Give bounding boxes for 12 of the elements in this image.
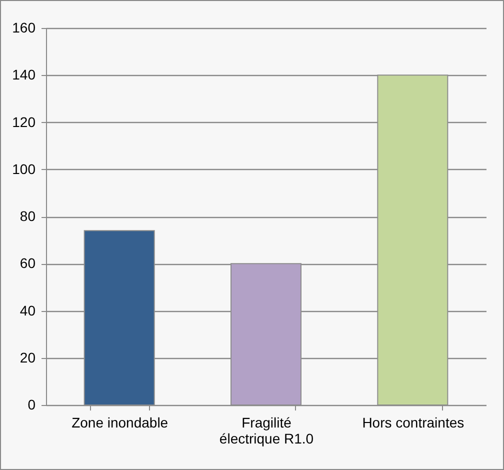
x-tick-label: Zone inondable — [72, 414, 168, 430]
y-tick-label: 20 — [20, 349, 36, 366]
y-tick-label: 80 — [20, 208, 36, 224]
y-tick-label: 0 — [28, 396, 36, 412]
y-tick-label: 100 — [12, 160, 36, 177]
y-tick-label: 140 — [12, 66, 36, 83]
y-tick-label: 160 — [12, 20, 36, 36]
y-tick-label: 60 — [20, 255, 36, 272]
x-tick-label: Fragilité électrique R1.0 — [219, 414, 314, 446]
x-tick-label: Hors contraintes — [362, 414, 464, 430]
y-tick-label: 40 — [20, 302, 36, 318]
y-tick-label: 120 — [12, 114, 36, 130]
